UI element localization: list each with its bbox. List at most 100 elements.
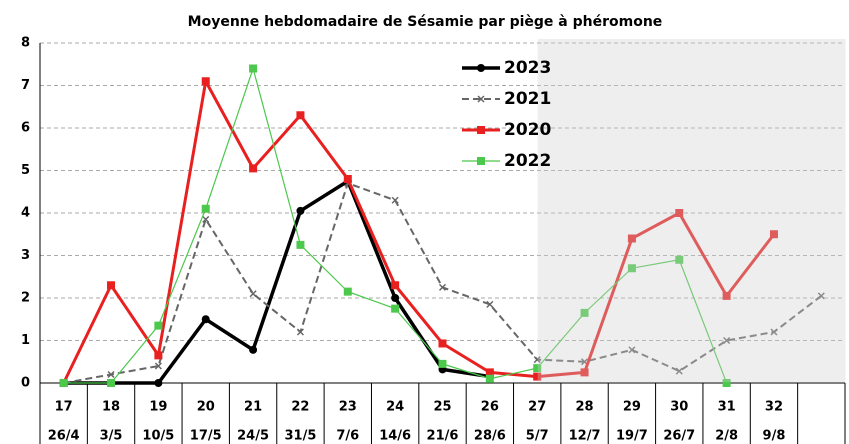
y-tick-label: 2 (21, 291, 30, 306)
data-point (154, 321, 163, 330)
data-point (770, 328, 778, 336)
x-tick-label: 21 (244, 400, 262, 415)
data-point (675, 255, 684, 264)
x-tick-label: 27 (528, 400, 546, 415)
x-date-label: 17/5 (190, 429, 222, 444)
x-date-label: 5/7 (526, 429, 549, 444)
x-date-label: 12/7 (569, 429, 601, 444)
legend-label: 2021 (504, 89, 551, 109)
series-line (63, 179, 491, 385)
y-tick-label: 8 (21, 36, 30, 51)
data-point (533, 364, 542, 373)
data-point (391, 294, 400, 302)
data-point (59, 379, 68, 387)
legend-marker (477, 157, 485, 165)
x-date-label: 21/6 (427, 429, 459, 444)
x-tick-label: 17 (55, 400, 73, 415)
x-tick-label: 30 (670, 400, 688, 415)
x-tick-label: 18 (102, 400, 120, 415)
data-point (627, 234, 636, 243)
data-point (154, 379, 163, 387)
x-tick-label: 31 (718, 400, 736, 415)
x-tick-label: 25 (433, 400, 451, 415)
data-point (202, 215, 210, 223)
y-tick-label: 7 (21, 78, 30, 93)
shaded-region (537, 39, 846, 382)
x-date-label: 2/8 (715, 429, 738, 444)
data-point (296, 328, 304, 336)
data-point (154, 351, 163, 360)
data-point (296, 111, 305, 120)
x-date-label: 19/7 (616, 429, 648, 444)
data-point (154, 362, 162, 370)
x-tick-label: 29 (623, 400, 641, 415)
x-date-label: 10/5 (142, 429, 174, 444)
data-point (627, 264, 636, 273)
x-tick-label: 19 (149, 400, 167, 415)
x-tick-label: 23 (339, 400, 357, 415)
x-date-label: 3/5 (100, 429, 123, 444)
data-point (391, 304, 400, 313)
data-point (580, 308, 589, 317)
data-point (296, 240, 305, 249)
data-point (201, 315, 210, 324)
data-point (438, 283, 447, 291)
data-point (249, 64, 258, 73)
x-date-label: 26/7 (663, 429, 695, 444)
data-point (580, 368, 589, 377)
x-date-label: 28/6 (474, 429, 506, 444)
legend-marker (477, 64, 485, 72)
data-point (533, 372, 542, 381)
legend-label: 2022 (504, 151, 551, 171)
x-date-label: 9/8 (763, 429, 786, 444)
data-point (249, 164, 258, 173)
data-point (391, 281, 400, 290)
x-date-label: 24/5 (237, 429, 269, 444)
x-date-label: 7/6 (336, 429, 359, 444)
data-point (675, 209, 684, 217)
legend-marker (477, 95, 485, 103)
x-tick-label: 20 (197, 400, 215, 415)
data-point (343, 175, 352, 183)
data-point (485, 374, 494, 383)
legend-label: 2023 (504, 58, 551, 78)
x-tick-label: 32 (765, 400, 783, 415)
x-tick-label: 22 (291, 400, 309, 415)
legend-marker (477, 126, 485, 134)
data-point (438, 359, 447, 368)
y-tick-label: 0 (21, 376, 30, 391)
data-point (769, 230, 778, 239)
x-tick-label: 26 (481, 400, 499, 415)
data-point (675, 367, 683, 375)
y-tick-label: 6 (21, 121, 30, 136)
y-tick-label: 5 (21, 163, 30, 178)
x-date-label: 26/4 (48, 429, 80, 444)
x-tick-label: 24 (386, 400, 404, 415)
data-point (343, 287, 352, 296)
data-point (201, 204, 210, 213)
data-point (438, 339, 447, 348)
data-point (723, 336, 731, 345)
data-point (107, 379, 116, 387)
data-point (296, 206, 305, 215)
series-line (62, 79, 776, 384)
y-tick-label: 3 (21, 248, 30, 263)
chart-title: Moyenne hebdomadaire de Sésamie par pièg… (188, 14, 663, 30)
x-date-label: 14/6 (379, 429, 411, 444)
legend-label: 2020 (504, 120, 551, 140)
data-point (722, 291, 731, 300)
x-tick-label: 28 (576, 400, 594, 415)
data-point (817, 292, 825, 300)
data-point (249, 290, 257, 298)
data-point (485, 368, 494, 377)
x-date-label: 31/5 (284, 429, 316, 444)
y-tick-label: 4 (21, 206, 30, 221)
data-point (722, 379, 731, 387)
data-point (486, 300, 494, 308)
y-tick-label: 1 (21, 333, 30, 348)
data-point (201, 77, 210, 86)
data-point (628, 346, 636, 354)
data-point (249, 345, 258, 354)
data-point (107, 370, 115, 379)
